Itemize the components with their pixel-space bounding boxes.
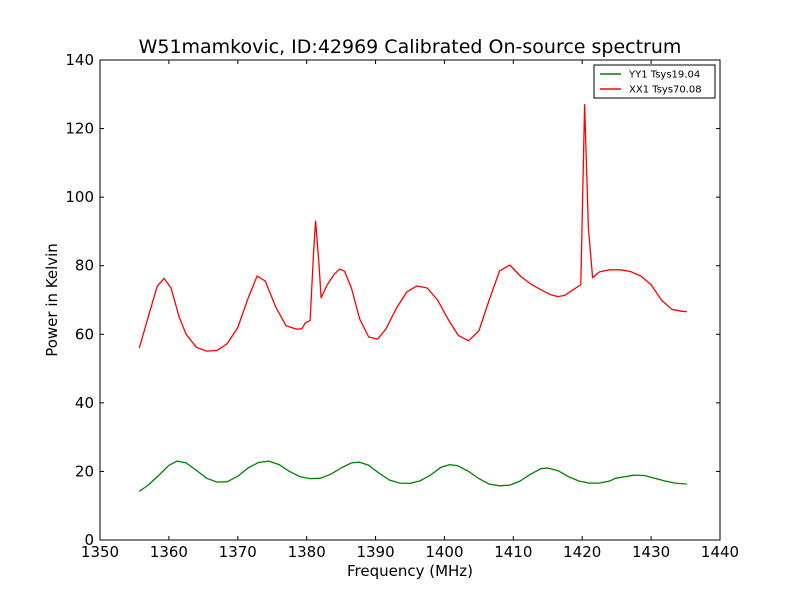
y-tick-label: 80 <box>75 257 94 275</box>
x-tick-label: 1370 <box>219 543 257 561</box>
legend: YY1 Tsys19.04 XX1 Tsys70.08 <box>593 64 716 99</box>
chart-title: W51mamkovic, ID:42969 Calibrated On-sour… <box>139 36 682 58</box>
legend-label-yy1: YY1 Tsys19.04 <box>628 70 700 81</box>
x-tick-label: 1380 <box>288 543 326 561</box>
y-tick-label: 100 <box>65 188 94 206</box>
x-axis-label: Frequency (MHz) <box>347 562 473 580</box>
x-tick-label: 1420 <box>563 543 601 561</box>
y-tick-label: 60 <box>75 325 94 343</box>
x-tick-label: 1360 <box>150 543 188 561</box>
y-axis-ticks: 0 20 40 60 80 100 120 140 <box>65 51 720 549</box>
y-tick-label: 20 <box>75 462 94 480</box>
x-tick-label: 1390 <box>356 543 394 561</box>
legend-label-xx1: XX1 Tsys70.08 <box>629 85 702 96</box>
series-line-yy1 <box>138 460 687 492</box>
series-line-xx1 <box>138 103 687 352</box>
x-tick-label: 1430 <box>632 543 670 561</box>
series-layer <box>138 103 687 492</box>
plot-frame <box>99 59 721 541</box>
y-tick-label: 0 <box>84 531 94 549</box>
y-tick-label: 140 <box>65 51 94 69</box>
legend-box <box>593 64 716 99</box>
x-tick-label: 1400 <box>425 543 463 561</box>
y-axis-label: Power in Kelvin <box>43 243 61 357</box>
x-tick-label: 1440 <box>701 543 739 561</box>
x-tick-label: 1410 <box>494 543 532 561</box>
x-axis-ticks: 1350 1360 1370 1380 1390 1400 1410 1420 1430 1440 <box>81 60 739 561</box>
x-tick-label: 1350 <box>81 543 119 561</box>
y-tick-label: 40 <box>75 394 94 412</box>
y-tick-label: 120 <box>65 120 94 138</box>
